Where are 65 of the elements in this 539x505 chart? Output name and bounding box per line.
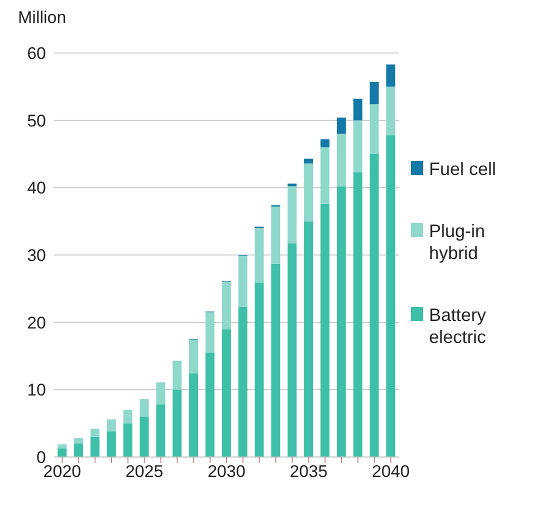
bar <box>90 428 100 437</box>
bar <box>336 186 346 457</box>
bar <box>254 228 264 283</box>
bar <box>74 444 84 457</box>
bar <box>271 264 280 457</box>
bar <box>140 399 149 417</box>
bar <box>304 163 314 222</box>
bar <box>90 436 100 457</box>
bar <box>370 82 379 104</box>
bar <box>320 147 330 204</box>
y-tick-label: 30 <box>27 246 46 266</box>
bar <box>205 312 214 353</box>
y-tick-label: 0 <box>36 448 46 468</box>
bar <box>123 423 132 457</box>
bar <box>222 329 231 457</box>
bar <box>288 186 297 244</box>
bar <box>172 390 182 457</box>
bar <box>156 404 166 457</box>
x-tick-label: 2030 <box>208 462 246 482</box>
bar <box>58 444 67 448</box>
bar <box>304 158 314 164</box>
legend-label: Fuel cell <box>429 158 496 180</box>
bar <box>140 416 149 457</box>
bar <box>205 352 214 457</box>
bar <box>288 184 297 186</box>
y-tick-label: 50 <box>27 111 46 130</box>
bar <box>370 104 379 154</box>
bar <box>304 221 314 457</box>
bar <box>288 244 297 457</box>
bar <box>386 135 396 457</box>
bar <box>386 64 396 87</box>
legend-label: Battery electric <box>429 304 488 348</box>
bar <box>320 139 330 148</box>
bar <box>58 448 67 457</box>
bar <box>189 374 198 457</box>
bar <box>353 120 362 172</box>
y-tick-label: 40 <box>27 178 46 198</box>
bar <box>336 134 346 186</box>
bar <box>370 154 379 457</box>
x-tick-label: 2040 <box>372 462 410 482</box>
bar <box>353 172 362 457</box>
bar <box>271 206 280 264</box>
bar <box>123 410 132 424</box>
bar <box>172 360 182 390</box>
bar <box>386 86 396 136</box>
bar <box>238 306 248 457</box>
x-tick-label: 2025 <box>125 462 164 482</box>
bar <box>222 282 231 330</box>
bar <box>336 118 346 134</box>
x-tick-label: 2035 <box>290 462 328 482</box>
y-tick-label: 20 <box>27 313 46 332</box>
bar <box>353 98 362 120</box>
bar <box>106 431 116 457</box>
bar <box>106 419 116 432</box>
bar <box>254 282 264 457</box>
bar <box>189 340 198 374</box>
x-tick-label: 2020 <box>43 462 82 482</box>
bar <box>238 256 248 307</box>
legend-label: Plug-in hybrid <box>429 220 486 264</box>
bar <box>320 204 330 457</box>
bar <box>74 438 84 444</box>
y-tick-label: 10 <box>27 380 46 400</box>
y-axis-title: Million <box>18 8 66 28</box>
y-tick-label: 60 <box>27 44 46 64</box>
bar <box>156 382 166 404</box>
